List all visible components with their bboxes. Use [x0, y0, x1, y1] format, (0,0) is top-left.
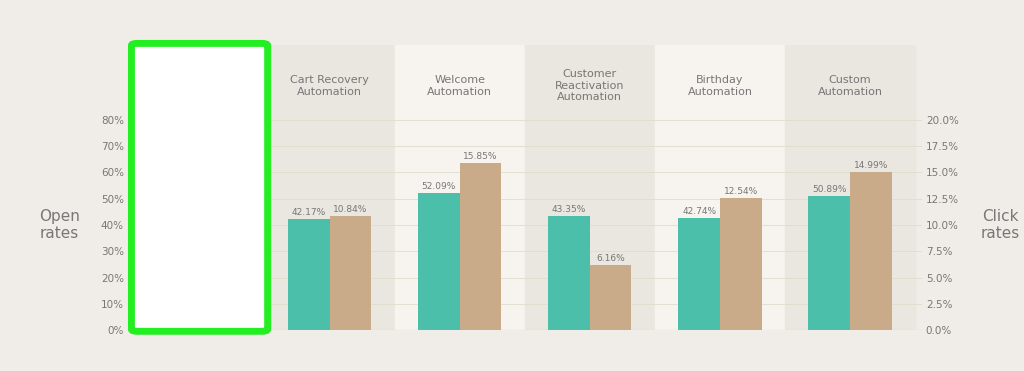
Bar [418, 193, 460, 330]
Y-axis label: Open
rates: Open rates [39, 209, 80, 241]
Bar [158, 177, 200, 330]
Bar [134, 45, 264, 120]
Text: 42.17%: 42.17% [292, 208, 326, 217]
Bar [785, 120, 915, 330]
Text: Order
Confirmation: Order Confirmation [164, 75, 236, 97]
Text: 10.84%: 10.84% [333, 205, 368, 214]
Text: Birthday
Automation: Birthday Automation [687, 75, 753, 97]
Bar [655, 120, 785, 330]
Bar [548, 216, 590, 330]
Bar [264, 45, 394, 120]
Text: 50.89%: 50.89% [812, 185, 847, 194]
Text: 42.74%: 42.74% [682, 207, 716, 216]
Y-axis label: Click
rates: Click rates [981, 209, 1020, 241]
Bar [808, 196, 850, 330]
Bar [524, 120, 655, 330]
Text: 6.16%: 6.16% [596, 254, 625, 263]
Text: 15.85%: 15.85% [463, 152, 498, 161]
Bar [720, 198, 762, 330]
Bar [264, 120, 394, 330]
Bar [288, 219, 330, 330]
Bar [655, 45, 785, 120]
Bar [678, 218, 720, 330]
Text: 12.54%: 12.54% [724, 187, 758, 196]
Text: Custom
Automation: Custom Automation [817, 75, 883, 97]
Bar [785, 45, 915, 120]
Bar [524, 45, 655, 120]
Bar [330, 216, 372, 330]
Bar [200, 134, 242, 330]
Text: 52.09%: 52.09% [422, 182, 456, 191]
Bar [394, 120, 525, 330]
Text: Customer
Reactivation
Automation: Customer Reactivation Automation [555, 69, 625, 102]
Bar [850, 173, 892, 330]
Text: 58.32%: 58.32% [162, 165, 196, 175]
Bar [394, 45, 525, 120]
Text: 18.69%: 18.69% [203, 122, 238, 131]
Text: Cart Recovery
Automation: Cart Recovery Automation [290, 75, 369, 97]
Bar [460, 163, 502, 330]
Text: 43.35%: 43.35% [552, 205, 586, 214]
Bar [134, 120, 264, 330]
Text: Welcome
Automation: Welcome Automation [427, 75, 493, 97]
Bar [590, 265, 632, 330]
Text: 14.99%: 14.99% [854, 161, 888, 170]
